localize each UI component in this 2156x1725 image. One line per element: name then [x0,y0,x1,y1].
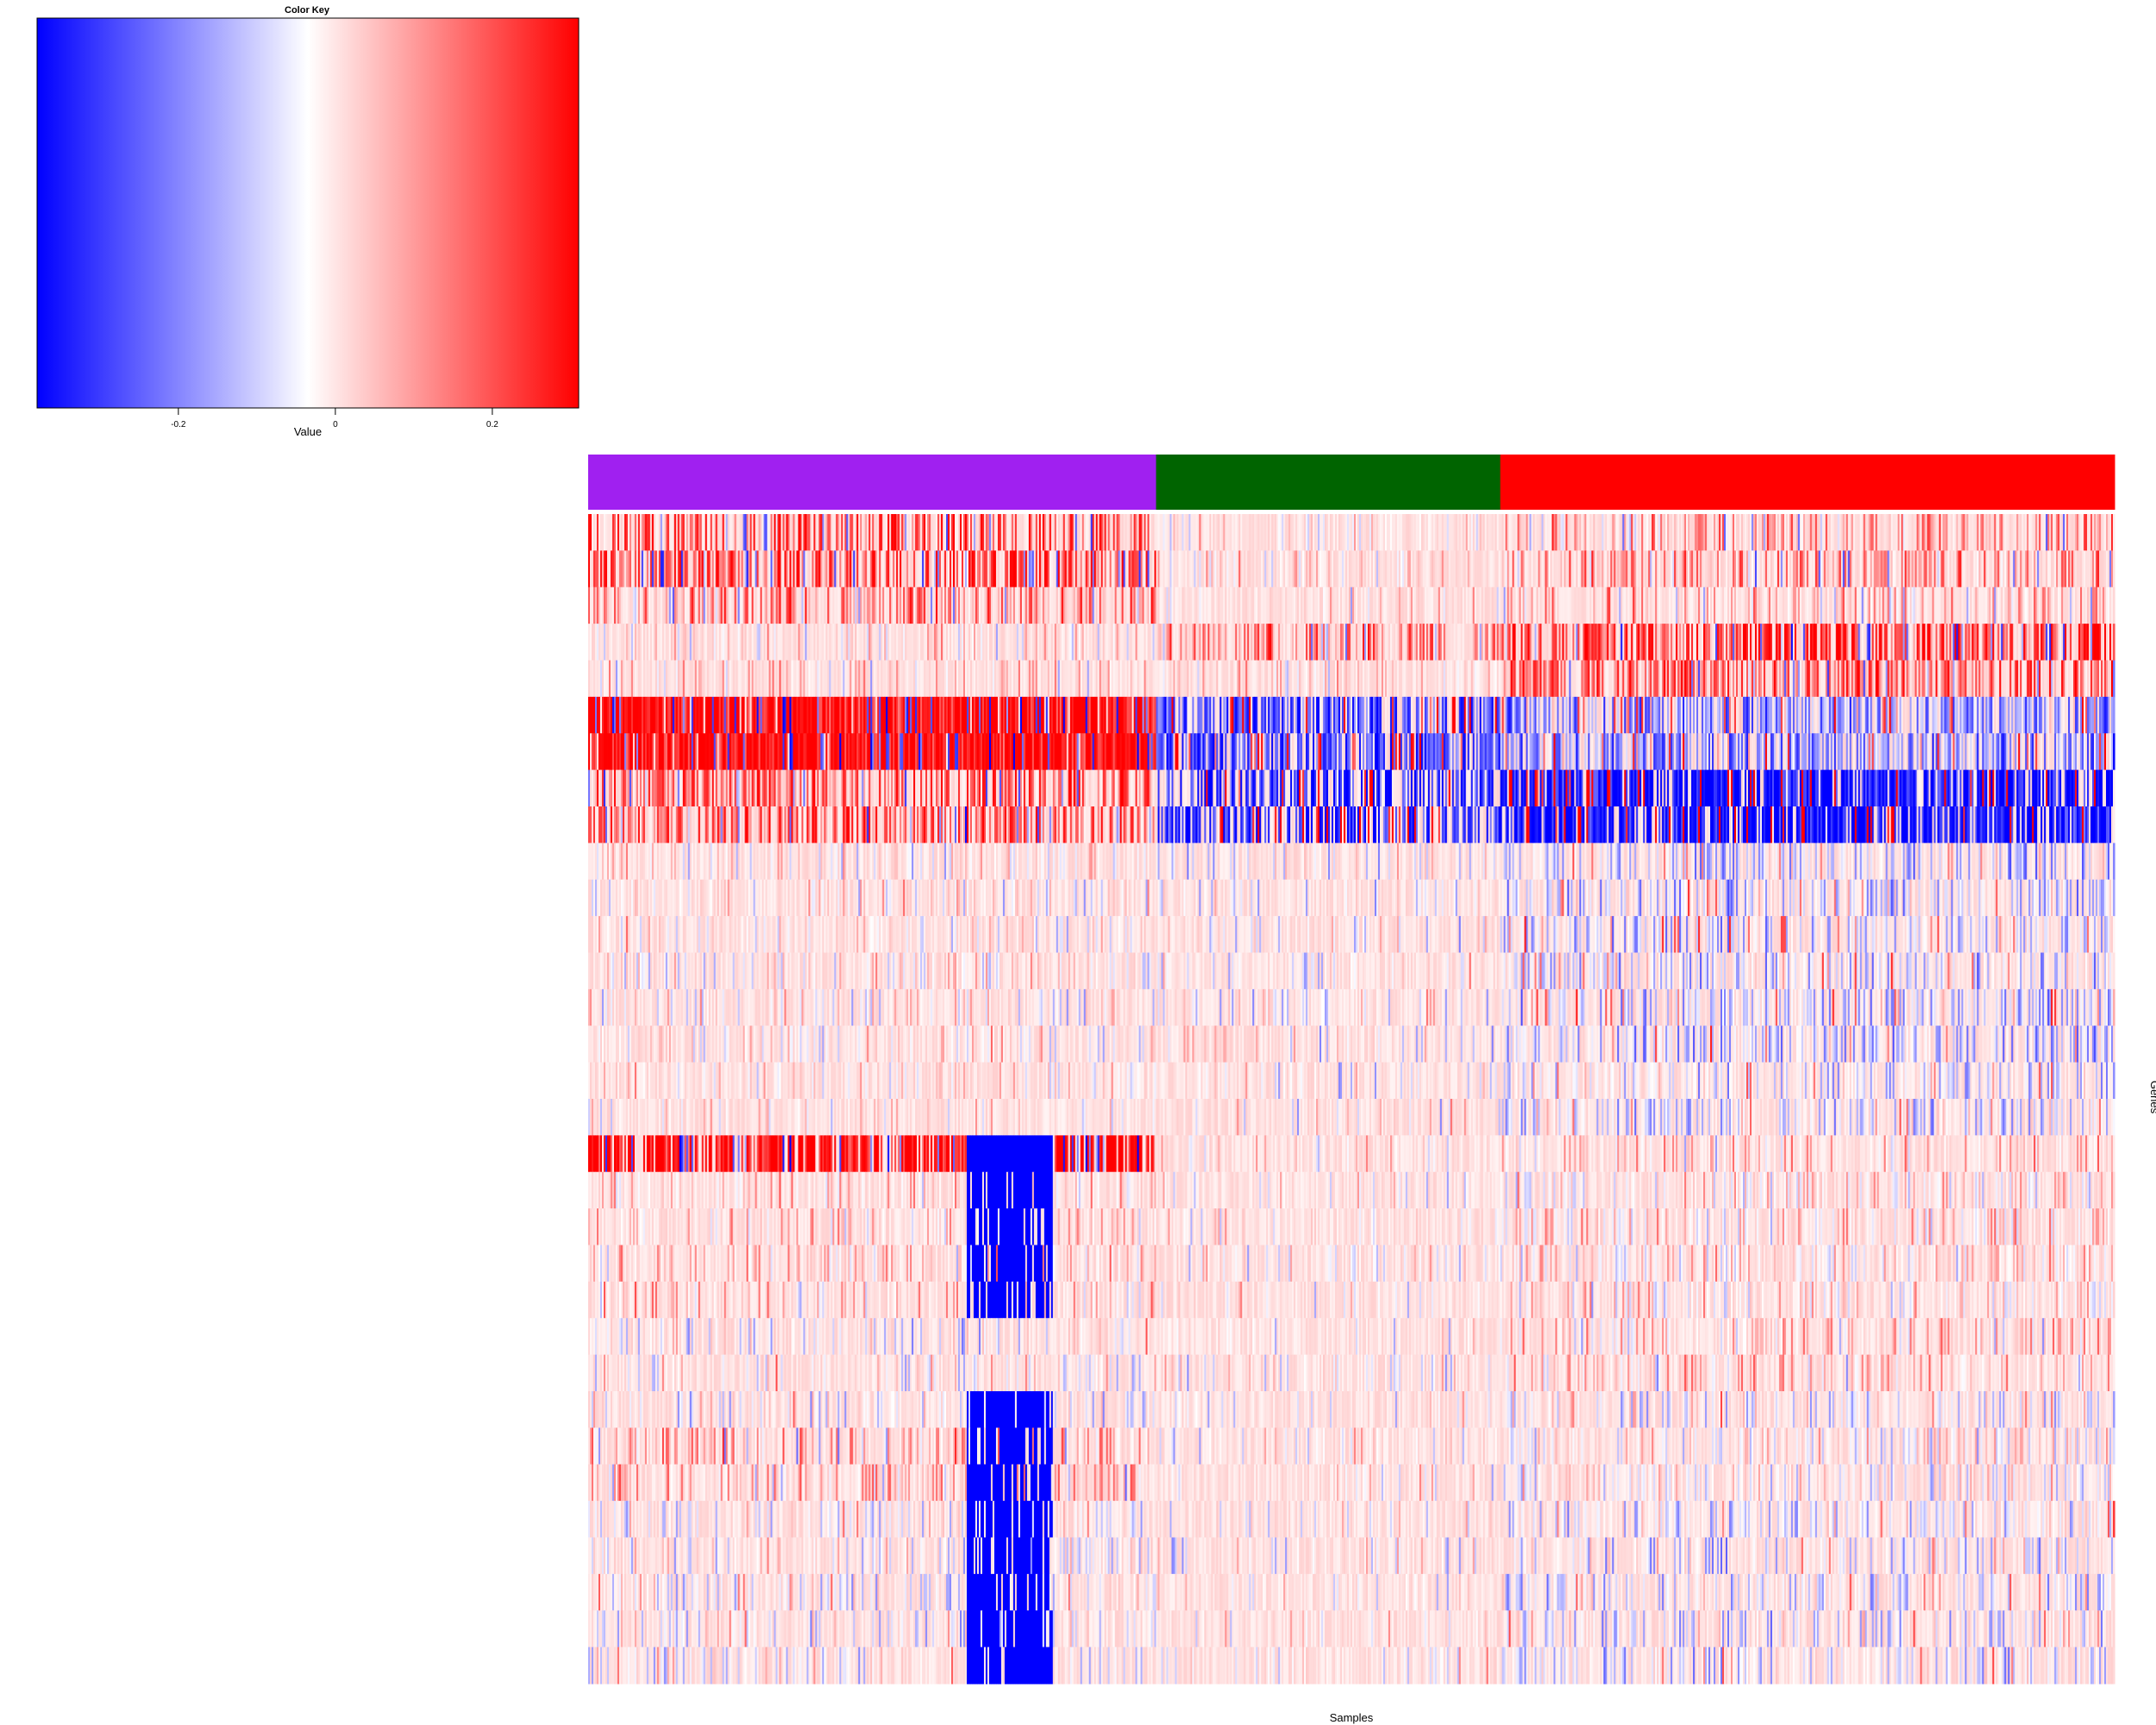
column-group-group-3 [1501,455,2115,510]
heatmap-body [588,514,2115,1684]
color-key-tick-label: -0.2 [171,420,186,430]
color-key-ticks: -0.2 0 0.2 [171,408,498,430]
heatmap-figure: Color Key -0.2 0 0.2 Value Samples Genes [0,0,2156,1725]
column-group-group-1 [588,455,1156,510]
heatmap-row [588,514,2115,551]
color-key-title: Color Key [285,5,330,16]
color-key: Color Key -0.2 0 0.2 Value [37,5,579,438]
heatmap-cell [2113,514,2115,551]
color-key-tick-label: 0 [333,420,338,430]
color-key-xlabel: Value [294,425,322,438]
color-key-tick-label: 0.2 [486,420,498,430]
column-group-group-2 [1156,455,1501,510]
column-group-bar [588,455,2115,510]
heatmap-row [588,550,2115,587]
color-key-gradient [37,18,579,408]
